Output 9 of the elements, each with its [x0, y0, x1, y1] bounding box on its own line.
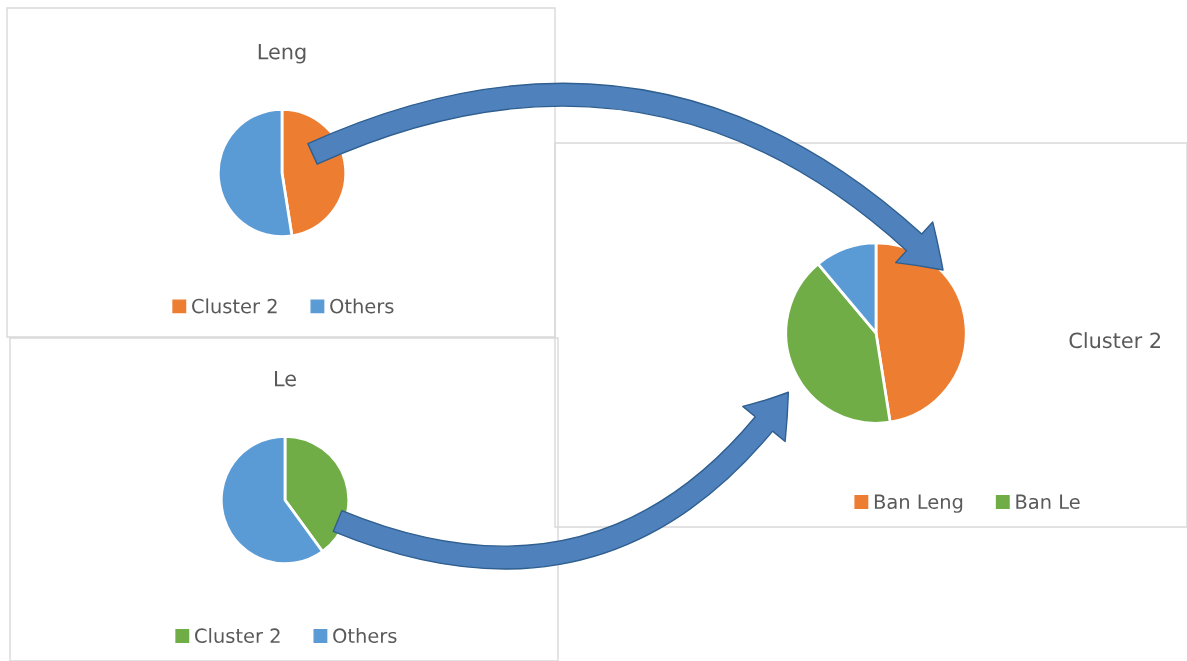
legend-label: Ban Le: [1016, 494, 1080, 510]
legend-label: Others: [333, 628, 397, 644]
legend-label: Cluster 2: [192, 298, 277, 314]
chart-title: Leng: [258, 43, 306, 64]
legend-label: Ban Leng: [874, 494, 963, 513]
legend-label: Others: [330, 298, 394, 314]
legend-label: Cluster 2: [195, 628, 280, 644]
text: Cluster 2: [1069, 332, 1161, 349]
chart-title: Le: [275, 370, 296, 387]
